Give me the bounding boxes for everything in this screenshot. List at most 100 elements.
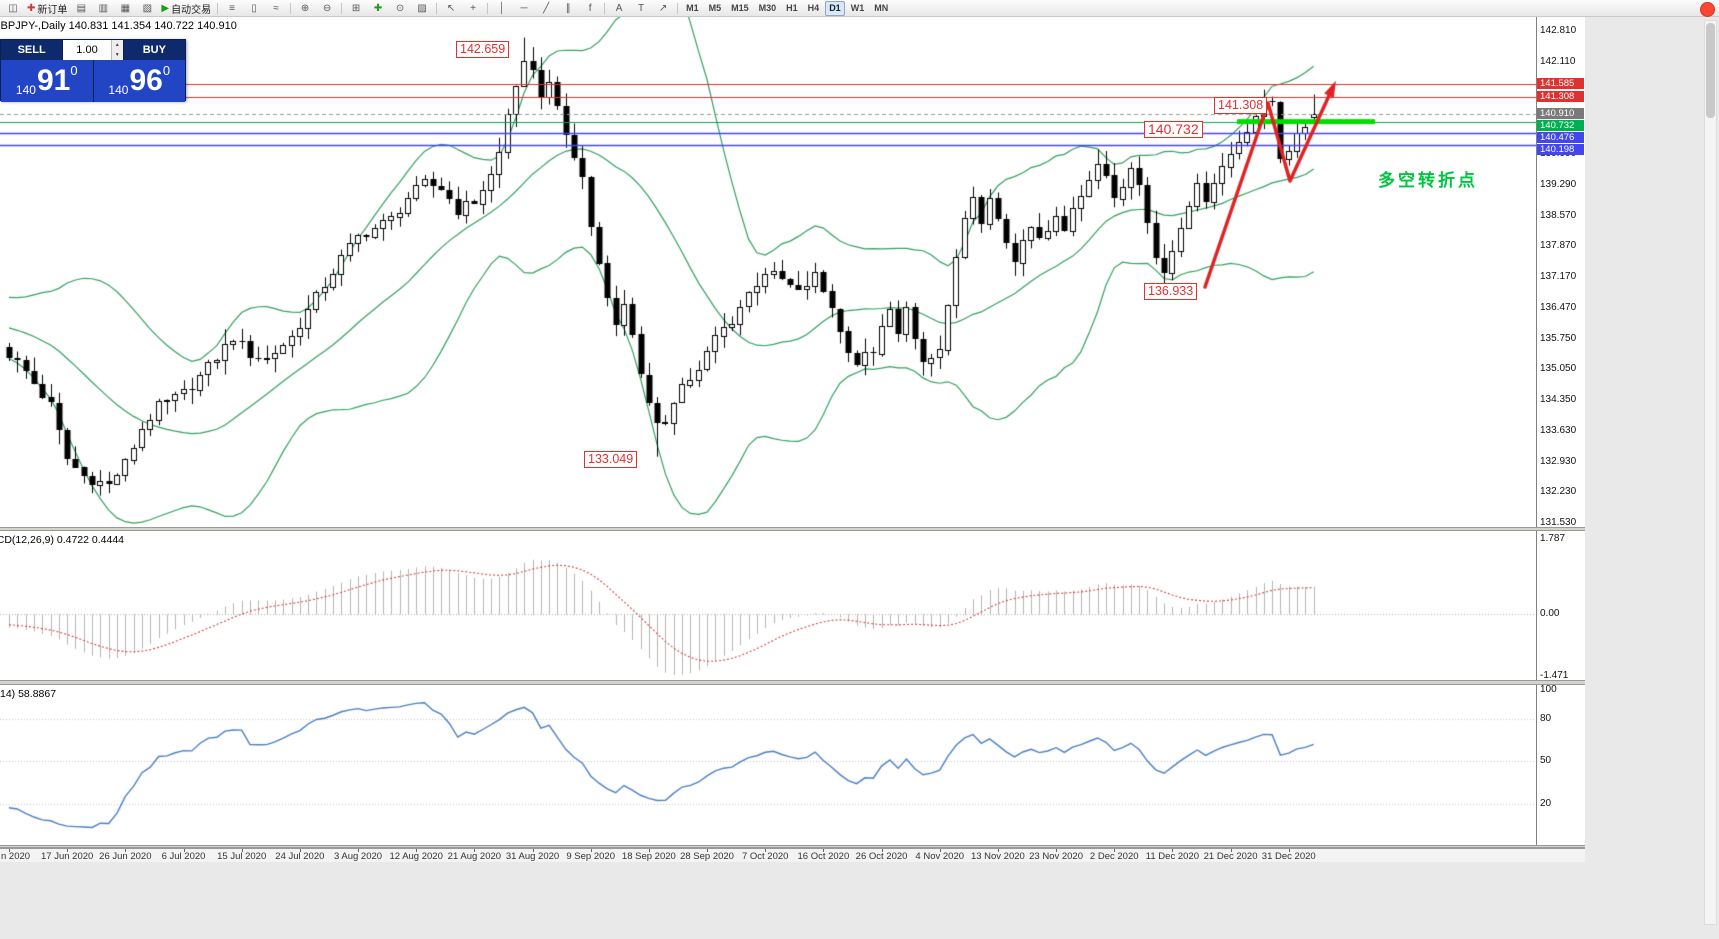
navigator-button[interactable]: ▦ — [114, 0, 136, 17]
macd-canvas[interactable] — [0, 531, 1536, 680]
main-chart-canvas[interactable] — [0, 17, 1536, 527]
horizontal-line-button[interactable]: ─ — [513, 0, 535, 17]
equidistant-channel-button[interactable]: ∥ — [557, 0, 579, 17]
toolbar-separator — [217, 2, 219, 14]
terminal-icon: ▧ — [142, 2, 153, 14]
price-callout[interactable]: 133.049 — [584, 451, 638, 468]
timeframe-mn-button[interactable]: MN — [874, 3, 889, 13]
timeframe-m1-button[interactable]: M1 — [686, 3, 699, 13]
date-label: 11 Dec 2020 — [1145, 851, 1199, 862]
fibonacci-icon: f — [588, 2, 592, 14]
text-label-button[interactable]: T — [630, 0, 652, 17]
price-callout[interactable]: 136.933 — [1144, 283, 1198, 300]
terminal-button[interactable]: ▧ — [136, 0, 158, 17]
buy-price[interactable]: 140 96 0 — [93, 60, 185, 102]
price-tag: 140.732 — [1537, 119, 1584, 131]
line-chart-button[interactable]: ≈ — [265, 0, 287, 17]
templates-icon: ▨ — [417, 2, 427, 14]
bar-chart-button[interactable]: ≡ — [221, 0, 243, 17]
indicators-list-button[interactable]: ✚ — [367, 0, 389, 17]
text-button[interactable]: A — [608, 0, 630, 17]
periods-icon: ⊙ — [395, 2, 405, 14]
date-label: 12 Aug 2020 — [389, 851, 443, 862]
date-label: 21 Dec 2020 — [1203, 851, 1258, 862]
timeframe-m30-button[interactable]: M30 — [758, 3, 777, 13]
pane-separator-rsi[interactable] — [0, 680, 1585, 685]
date-label: 3 Aug 2020 — [333, 851, 383, 862]
price-label: 131.530 — [1540, 517, 1577, 528]
date-tick — [125, 849, 127, 852]
sell-price-integer: 140 — [15, 83, 36, 97]
date-tick — [416, 849, 418, 852]
date-tick — [532, 849, 534, 852]
autotrading-button[interactable]: ▶ 自动交易 — [158, 0, 214, 17]
zoom-out-button[interactable]: ⊖ — [316, 0, 338, 17]
trendline-button[interactable]: ╱ — [535, 0, 557, 17]
date-tick — [765, 849, 767, 852]
date-tick — [9, 849, 10, 852]
date-label: 15 Jul 2020 — [217, 851, 267, 862]
pane-separator-macd[interactable] — [0, 527, 1585, 531]
volume-down-button[interactable]: ▼ — [111, 50, 123, 60]
crosshair-icon: + — [470, 2, 477, 14]
chart-info-line: GBPJPY-,Daily 140.831 141.354 140.722 14… — [0, 20, 237, 32]
new-chart-button[interactable]: ◫ — [2, 0, 24, 17]
templates-button[interactable]: ▨ — [411, 0, 433, 17]
toolbar-separator — [436, 2, 438, 14]
date-label: 9 Sep 2020 — [566, 851, 615, 862]
cursor-button[interactable]: ↖ — [440, 0, 462, 17]
timeframe-w1-button[interactable]: W1 — [850, 3, 865, 13]
price-callout[interactable]: 140.732 — [1144, 121, 1203, 138]
date-tick — [183, 849, 185, 852]
volume-up-button[interactable]: ▲ — [111, 40, 123, 50]
fibonacci-button[interactable]: f — [579, 0, 601, 17]
rsi-canvas[interactable] — [0, 685, 1536, 845]
rsi-axis-label: 50 — [1540, 755, 1552, 767]
price-axis-border — [1536, 17, 1537, 862]
timeframe-m5-button[interactable]: M5 — [708, 3, 722, 13]
date-axis[interactable]: n 2020 17 Jun 2020 26 Jun 2020 6 Jul 2020 15… — [0, 848, 1585, 862]
data-window-button[interactable]: ▥ — [92, 0, 114, 17]
crosshair-button[interactable]: + — [462, 0, 484, 17]
vertical-scrollbar[interactable] — [1704, 20, 1717, 925]
date-tick — [474, 849, 476, 852]
timeframe-h4-button[interactable]: H4 — [807, 3, 820, 13]
price-tag: 140.910 — [1537, 107, 1584, 119]
rsi-indicator-label: RSI(14) 58.8867 — [0, 688, 57, 700]
tile-windows-button[interactable]: ⊞ — [345, 0, 367, 17]
volume-value: 1.00 — [76, 44, 98, 56]
horizontal-line-icon: ─ — [520, 2, 528, 14]
zoom-in-button[interactable]: ⊕ — [294, 0, 316, 17]
price-tag: 141.585 — [1537, 78, 1584, 90]
price-label: 135.050 — [1540, 363, 1577, 375]
volume-input[interactable]: 1.00 ▲ ▼ — [62, 40, 124, 60]
right-gutter — [1585, 17, 1719, 862]
periods-button[interactable]: ⊙ — [389, 0, 411, 17]
macd-axis-label: 0.00 — [1540, 608, 1560, 619]
date-label: 21 Aug 2020 — [447, 851, 502, 862]
timeframe-d1-button[interactable]: D1 — [825, 0, 845, 16]
price-callout[interactable]: 142.659 — [456, 41, 510, 58]
sell-button[interactable]: SELL — [1, 40, 63, 60]
scrollbar-thumb[interactable] — [1706, 23, 1715, 118]
date-tick — [358, 849, 360, 852]
one-click-trading-panel: SELL 1.00 ▲ ▼ BUY 140 91 0 — [0, 39, 186, 102]
new-chart-icon: ◫ — [8, 2, 18, 14]
chart-annotation[interactable]: 多空转折点 — [1378, 171, 1478, 190]
market-watch-button[interactable]: ▤ — [70, 0, 92, 17]
arrows-button[interactable]: ↗ — [652, 0, 674, 17]
sell-price[interactable]: 140 91 0 — [1, 60, 93, 102]
price-label: 137.870 — [1540, 240, 1577, 252]
candlestick-chart-button[interactable]: ▯ — [243, 0, 265, 17]
buy-button[interactable]: BUY — [123, 40, 185, 60]
timeframe-m15-button[interactable]: M15 — [731, 3, 749, 13]
autotrading-label: 自动交易 — [171, 4, 212, 16]
new-order-button[interactable]: ✚ 新订单 — [24, 0, 70, 17]
line-chart-icon: ≈ — [273, 2, 279, 14]
macd-indicator-label: MACD(12,26,9) 0.4722 0.4444 — [0, 534, 125, 546]
timeframe-h1-button[interactable]: H1 — [786, 3, 798, 13]
price-callout[interactable]: 141.308 — [1214, 97, 1268, 114]
date-label: 31 Aug 2020 — [505, 851, 560, 862]
sell-price-pips: 91 — [36, 64, 71, 97]
vertical-line-button[interactable]: │ — [491, 0, 513, 17]
